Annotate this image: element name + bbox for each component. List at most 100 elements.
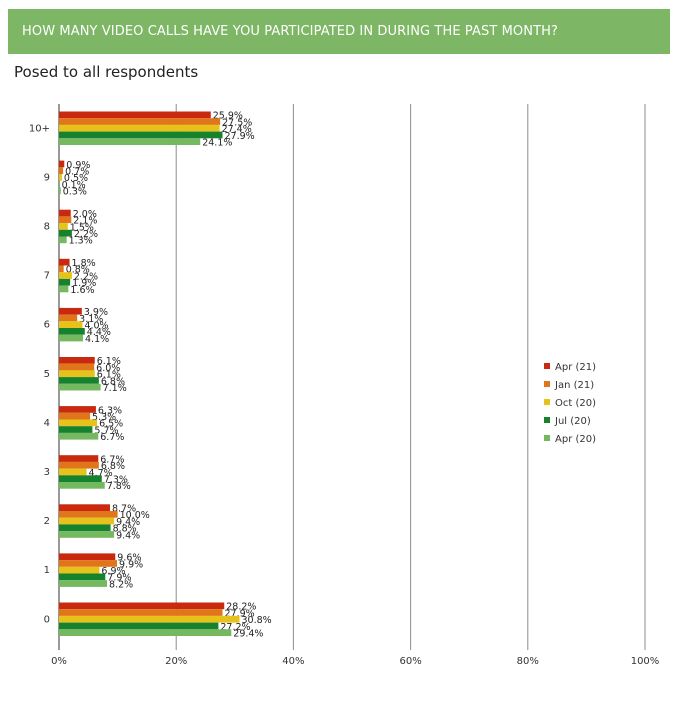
bar bbox=[59, 216, 72, 224]
bar bbox=[59, 524, 111, 532]
data-label: 0.8% bbox=[66, 265, 90, 276]
data-label: 0.9% bbox=[66, 160, 90, 171]
data-label: 6.7% bbox=[100, 432, 124, 443]
category-label: 6 bbox=[44, 320, 50, 331]
bar bbox=[59, 609, 223, 616]
data-label: 8.8% bbox=[113, 524, 137, 535]
bar bbox=[59, 187, 61, 195]
bar bbox=[59, 377, 99, 384]
data-label: 0.1% bbox=[62, 180, 86, 191]
x-tick-label: 80% bbox=[517, 656, 539, 667]
bar bbox=[59, 265, 64, 273]
legend-label: Apr (21) bbox=[555, 362, 596, 373]
legend-label: Jul (20) bbox=[554, 416, 591, 427]
data-label: 6.1% bbox=[97, 356, 121, 367]
data-label: 4.4% bbox=[87, 327, 111, 338]
x-tick-label: 20% bbox=[165, 656, 187, 667]
data-label: 9.9% bbox=[119, 559, 143, 570]
data-label: 6.8% bbox=[101, 376, 125, 387]
data-label: 1.8% bbox=[72, 258, 96, 269]
data-label: 7.3% bbox=[104, 475, 128, 486]
bar bbox=[59, 461, 99, 469]
bar bbox=[59, 131, 223, 139]
bar bbox=[59, 321, 83, 328]
bar bbox=[59, 174, 62, 181]
bar bbox=[59, 209, 71, 217]
legend-label: Jan (21) bbox=[554, 380, 594, 391]
data-label: 5.3% bbox=[92, 412, 116, 423]
data-label: 25.9% bbox=[213, 111, 243, 122]
data-label: 10.0% bbox=[120, 510, 150, 521]
data-label: 6.3% bbox=[98, 405, 122, 416]
bar bbox=[59, 615, 240, 623]
legend-label: Apr (20) bbox=[555, 434, 596, 445]
bar bbox=[59, 580, 108, 587]
data-label: 1.3% bbox=[69, 236, 93, 247]
data-label: 2.1% bbox=[73, 216, 97, 227]
data-label: 8.7% bbox=[112, 504, 136, 515]
bar bbox=[59, 383, 101, 391]
data-label: 2.2% bbox=[74, 271, 98, 282]
data-label: 6.9% bbox=[101, 566, 125, 577]
bar bbox=[59, 272, 72, 279]
category-label: 1 bbox=[44, 565, 50, 576]
chart-subtitle: Posed to all respondents bbox=[14, 63, 199, 81]
data-label: 7.1% bbox=[103, 383, 127, 394]
bar bbox=[59, 278, 71, 286]
bar bbox=[59, 412, 91, 420]
bar bbox=[59, 426, 93, 433]
bar bbox=[59, 482, 105, 489]
bar bbox=[59, 517, 115, 525]
data-label: 24.1% bbox=[202, 138, 232, 149]
data-label: 7.9% bbox=[107, 573, 131, 584]
bar bbox=[59, 160, 65, 168]
bar bbox=[59, 419, 98, 427]
bar bbox=[59, 236, 67, 244]
category-label: 7 bbox=[44, 271, 50, 282]
x-tick-label: 40% bbox=[282, 656, 304, 667]
bar bbox=[59, 314, 78, 322]
bar bbox=[59, 258, 70, 266]
data-label: 6.7% bbox=[100, 454, 124, 465]
data-label: 28.2% bbox=[226, 602, 256, 613]
category-label: 0 bbox=[44, 614, 50, 625]
bar bbox=[59, 468, 87, 476]
data-label: 30.8% bbox=[241, 615, 271, 626]
data-label: 3.1% bbox=[79, 314, 103, 325]
category-label: 9 bbox=[44, 172, 50, 183]
data-label: 8.2% bbox=[109, 579, 133, 590]
data-label: 29.4% bbox=[233, 629, 263, 640]
banner-title: HOW MANY VIDEO CALLS HAVE YOU PARTICIPAT… bbox=[22, 24, 558, 39]
data-label: 0.7% bbox=[65, 167, 89, 178]
bar bbox=[59, 370, 95, 378]
data-label: 9.4% bbox=[116, 530, 140, 541]
data-label: 0.3% bbox=[63, 187, 87, 198]
data-label: 4.0% bbox=[84, 321, 108, 332]
bar bbox=[59, 180, 60, 188]
bar bbox=[59, 118, 221, 125]
bar bbox=[59, 511, 118, 518]
bar bbox=[59, 111, 211, 119]
legend-swatch bbox=[544, 381, 550, 387]
data-label: 27.9% bbox=[224, 131, 254, 142]
legend-swatch bbox=[544, 417, 550, 423]
category-label: 2 bbox=[44, 516, 50, 527]
data-label: 1.5% bbox=[70, 222, 94, 233]
bar bbox=[59, 455, 99, 462]
bar bbox=[59, 229, 72, 237]
bar bbox=[59, 573, 106, 581]
data-label: 27.9% bbox=[224, 608, 254, 619]
data-label: 9.4% bbox=[116, 517, 140, 528]
data-label: 27.5% bbox=[222, 117, 252, 128]
data-label: 3.9% bbox=[84, 307, 108, 318]
title-banner: HOW MANY VIDEO CALLS HAVE YOU PARTICIPAT… bbox=[8, 9, 670, 54]
data-label: 4.7% bbox=[89, 468, 113, 479]
bar bbox=[59, 560, 118, 567]
bar bbox=[59, 622, 219, 630]
bar bbox=[59, 334, 84, 342]
bar bbox=[59, 553, 116, 561]
data-label: 7.8% bbox=[107, 481, 131, 492]
legend-swatch bbox=[544, 435, 550, 441]
bar bbox=[59, 531, 115, 538]
